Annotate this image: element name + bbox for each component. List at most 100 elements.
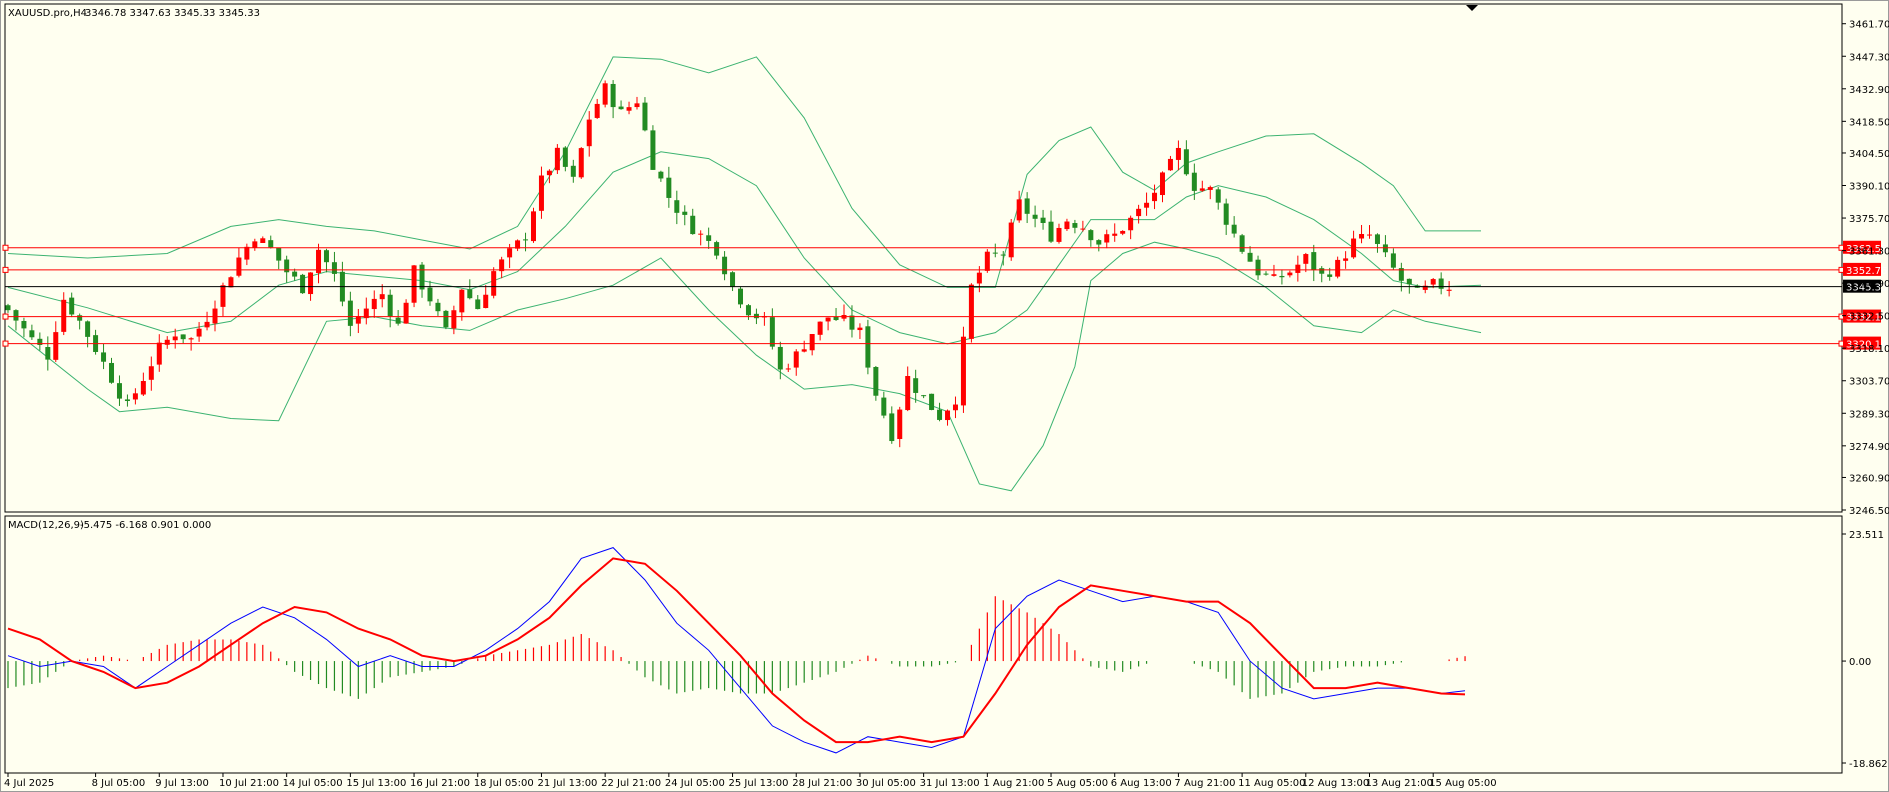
candle[interactable] [538, 166, 544, 219]
price-panel[interactable] [4, 3, 1843, 513]
candle[interactable] [706, 227, 712, 249]
candle[interactable] [1056, 223, 1062, 244]
candle[interactable] [1255, 255, 1261, 280]
candle[interactable] [921, 394, 927, 399]
candle[interactable] [865, 319, 871, 375]
candle[interactable] [363, 297, 369, 325]
level-anchor-icon[interactable] [2, 266, 9, 273]
candle[interactable] [1215, 187, 1221, 210]
candle[interactable] [228, 276, 234, 288]
candle[interactable] [658, 170, 664, 182]
candle[interactable] [992, 243, 998, 258]
candle[interactable] [435, 298, 441, 316]
candle[interactable] [1390, 248, 1396, 270]
candle[interactable] [1152, 184, 1158, 210]
candle[interactable] [618, 100, 624, 110]
candle[interactable] [109, 357, 115, 384]
candle[interactable] [140, 372, 146, 397]
candle[interactable] [937, 402, 943, 422]
candle[interactable] [1167, 155, 1173, 171]
candle[interactable] [1024, 192, 1030, 224]
candle[interactable] [379, 284, 385, 308]
candle[interactable] [220, 282, 226, 317]
candle[interactable] [1406, 278, 1412, 294]
candle[interactable] [1008, 219, 1014, 261]
candle[interactable] [1199, 180, 1205, 192]
candle[interactable] [674, 190, 680, 225]
candle[interactable] [881, 391, 887, 419]
candle[interactable] [132, 388, 138, 405]
candle[interactable] [1048, 210, 1054, 243]
candle[interactable] [1239, 233, 1245, 254]
candle[interactable] [515, 239, 521, 252]
candle[interactable] [952, 396, 958, 419]
candle[interactable] [5, 303, 11, 313]
candle[interactable] [913, 369, 919, 403]
candle[interactable] [1295, 255, 1301, 282]
candle[interactable] [1175, 140, 1181, 171]
candle[interactable] [427, 280, 433, 306]
candle[interactable] [284, 255, 290, 283]
candle[interactable] [1382, 235, 1388, 258]
candle[interactable] [825, 317, 831, 331]
candle[interactable] [945, 409, 951, 426]
candle[interactable] [1343, 251, 1349, 269]
candle[interactable] [905, 366, 911, 412]
candle[interactable] [475, 295, 481, 310]
candle[interactable] [682, 205, 688, 226]
candle[interactable] [642, 97, 648, 132]
candle[interactable] [347, 291, 353, 337]
candle[interactable] [554, 144, 560, 174]
candle[interactable] [212, 300, 218, 332]
candle[interactable] [769, 308, 775, 350]
candle[interactable] [148, 356, 154, 391]
candle[interactable] [929, 393, 935, 411]
candle[interactable] [968, 283, 974, 343]
candle[interactable] [467, 279, 473, 300]
candle[interactable] [1000, 251, 1006, 266]
candle[interactable] [411, 264, 417, 308]
candle[interactable] [1311, 244, 1317, 282]
candle[interactable] [1191, 163, 1197, 200]
candle[interactable] [355, 309, 361, 334]
candle[interactable] [196, 322, 202, 342]
candle[interactable] [1128, 215, 1134, 240]
level-anchor-icon[interactable] [2, 313, 9, 320]
candle[interactable] [730, 271, 736, 292]
candle[interactable] [976, 266, 982, 293]
candle[interactable] [1136, 204, 1142, 224]
candle[interactable] [586, 111, 592, 157]
candle[interactable] [85, 320, 91, 348]
candle[interactable] [451, 305, 457, 335]
candle[interactable] [316, 243, 322, 284]
candle[interactable] [61, 292, 67, 336]
candle[interactable] [984, 249, 990, 273]
candle[interactable] [1271, 264, 1277, 277]
candle[interactable] [801, 340, 807, 353]
candle[interactable] [698, 230, 704, 246]
candle[interactable] [459, 289, 465, 321]
candle[interactable] [610, 80, 616, 119]
candle[interactable] [371, 290, 377, 318]
candle[interactable] [1287, 270, 1293, 278]
candle[interactable] [626, 101, 632, 115]
candle[interactable] [29, 324, 35, 340]
candle[interactable] [1207, 185, 1213, 200]
candle[interactable] [793, 349, 799, 376]
candle[interactable] [204, 311, 210, 331]
candle[interactable] [594, 98, 600, 119]
candle[interactable] [37, 332, 43, 351]
candle[interactable] [244, 243, 250, 266]
candle[interactable] [1303, 252, 1309, 273]
candle[interactable] [69, 292, 75, 318]
candle[interactable] [873, 365, 879, 401]
candle[interactable] [13, 309, 19, 331]
candle[interactable] [1335, 256, 1341, 279]
candles[interactable] [5, 80, 1452, 448]
candle[interactable] [443, 309, 449, 330]
candle[interactable] [323, 248, 329, 273]
candle[interactable] [292, 268, 298, 281]
candle[interactable] [530, 207, 536, 243]
candle[interactable] [634, 96, 640, 110]
